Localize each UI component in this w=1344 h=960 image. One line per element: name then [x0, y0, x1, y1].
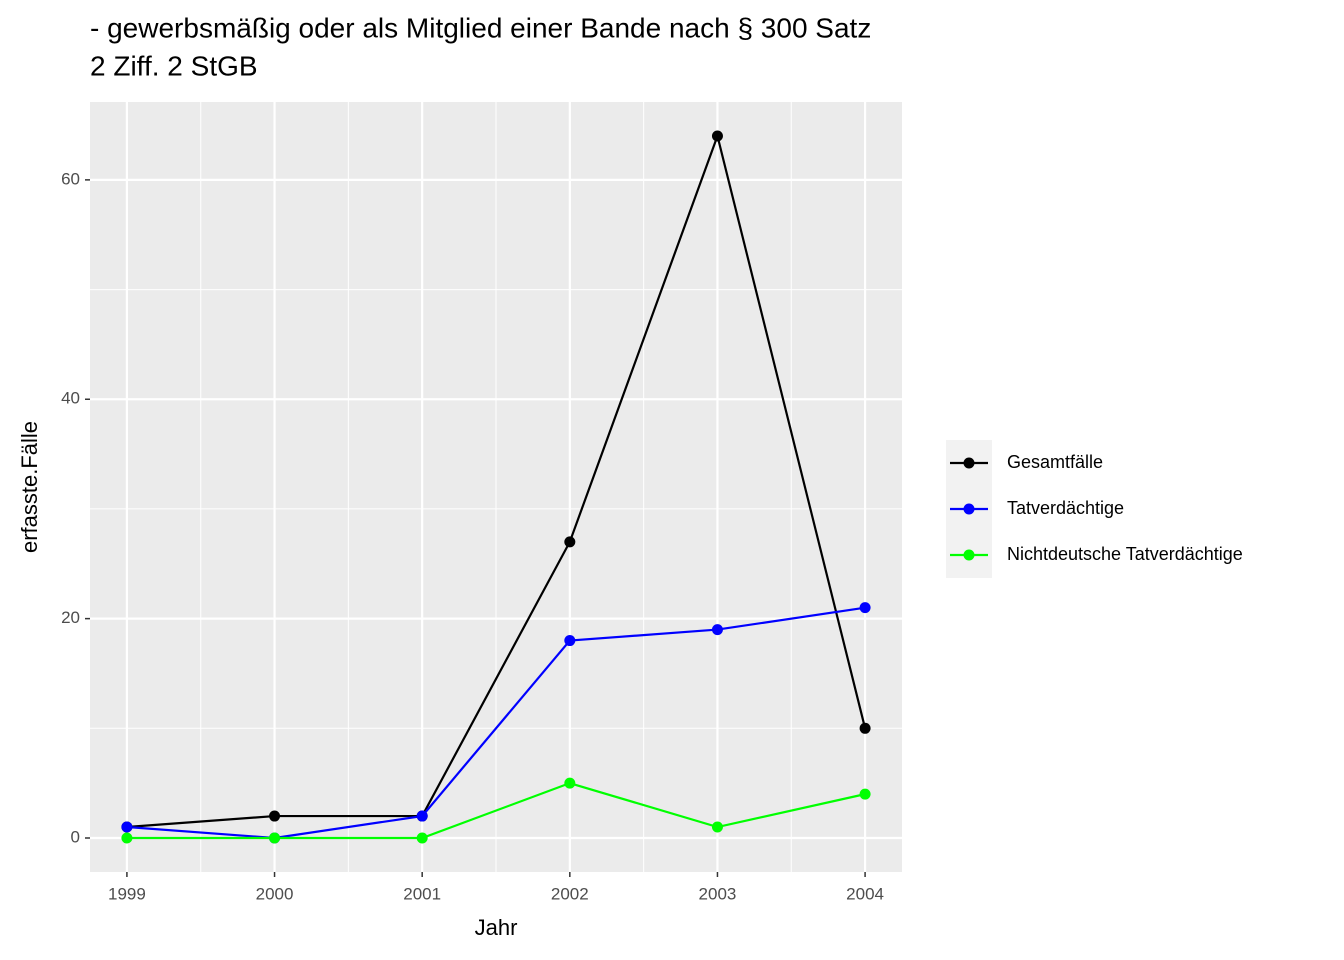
data-point: [121, 832, 133, 844]
legend-key-point: [963, 549, 975, 561]
y-tick-label: 0: [71, 827, 80, 846]
data-point: [564, 635, 576, 647]
legend-label: Gesamtfälle: [1007, 452, 1103, 472]
x-tick-label: 1999: [108, 884, 146, 903]
chart-title: 2 Ziff. 2 StGB: [90, 50, 258, 81]
data-point: [711, 624, 723, 636]
chart-title: - gewerbsmäßig oder als Mitglied einer B…: [90, 12, 871, 43]
x-axis-title: Jahr: [475, 915, 518, 940]
series-line: [126, 132, 867, 829]
data-point: [711, 130, 723, 142]
y-tick-label: 40: [61, 389, 80, 408]
legend-label: Tatverdächtige: [1007, 498, 1124, 518]
data-point: [859, 602, 871, 614]
legend-key-point: [963, 503, 975, 515]
x-tick-label: 2002: [551, 884, 589, 903]
series-line: [126, 606, 866, 840]
y-tick-label: 60: [61, 169, 80, 188]
x-tick-label: 2004: [846, 884, 884, 903]
data-point: [416, 832, 428, 844]
series-line: [126, 781, 866, 840]
x-tick-label: 2000: [256, 884, 294, 903]
y-tick-label: 20: [61, 608, 80, 627]
y-axis-title: erfasste.Fälle: [17, 421, 42, 553]
data-point: [121, 821, 133, 833]
data-point: [859, 788, 871, 800]
legend-key-point: [963, 457, 975, 469]
x-tick-label: 2003: [699, 884, 737, 903]
data-point: [711, 821, 723, 833]
data-point: [859, 722, 871, 734]
data-point: [564, 536, 576, 548]
data-point: [564, 777, 576, 789]
data-point: [269, 810, 281, 822]
x-tick-label: 2001: [403, 884, 441, 903]
legend-label: Nichtdeutsche Tatverdächtige: [1007, 544, 1243, 564]
data-point: [416, 810, 428, 822]
data-point: [269, 832, 281, 844]
